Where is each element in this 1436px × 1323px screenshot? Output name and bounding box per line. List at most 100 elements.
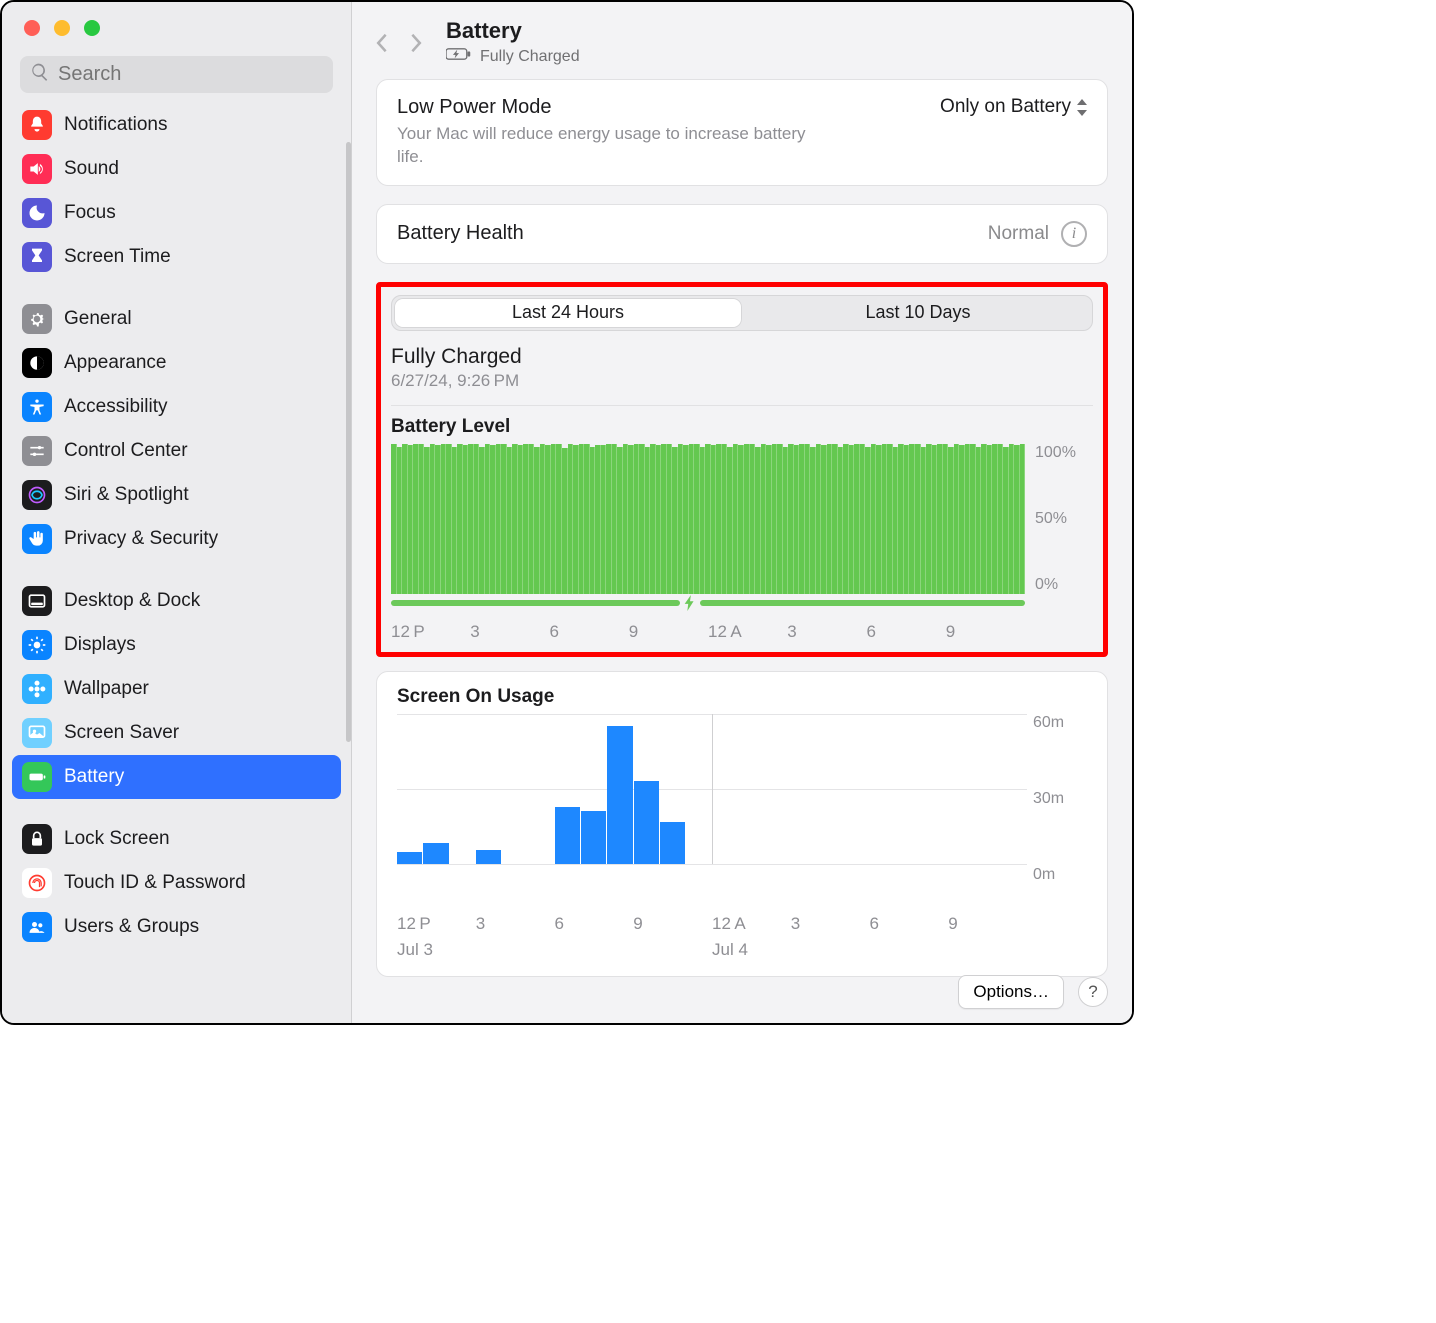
sliders-icon: [22, 436, 52, 466]
sidebar-item-label: Accessibility: [64, 396, 167, 418]
sidebar-item-label: Sound: [64, 158, 119, 180]
sidebar-item-wallpaper[interactable]: Wallpaper: [12, 667, 341, 711]
low-power-mode-label: Low Power Mode: [397, 96, 811, 119]
sidebar-item-label: Privacy & Security: [64, 528, 218, 550]
sidebar-item-accessibility[interactable]: Accessibility: [12, 385, 341, 429]
x-tick: 12 P: [391, 622, 470, 642]
lock-icon: [22, 824, 52, 854]
help-button[interactable]: ?: [1078, 977, 1108, 1007]
sidebar-item-displays[interactable]: Displays: [12, 623, 341, 667]
sidebar-item-screen-saver[interactable]: Screen Saver: [12, 711, 341, 755]
search-field[interactable]: [20, 56, 333, 93]
x-tick: 3: [470, 622, 549, 642]
users-icon: [22, 912, 52, 942]
gear-icon: [22, 304, 52, 334]
options-button[interactable]: Options…: [958, 975, 1064, 1009]
usage-bar: [423, 843, 448, 864]
access-icon: [22, 392, 52, 422]
screen-on-usage-card: Screen On Usage 60m30m0m 12 P36912 A369 …: [376, 671, 1108, 977]
sidebar-item-control-center[interactable]: Control Center: [12, 429, 341, 473]
battery-health-card: Battery Health Normal i: [376, 204, 1108, 264]
minimize-window-button[interactable]: [54, 20, 70, 36]
chevron-updown-icon: [1077, 99, 1087, 116]
y-tick: 100%: [1035, 444, 1076, 462]
close-window-button[interactable]: [24, 20, 40, 36]
sidebar-item-label: Notifications: [64, 114, 168, 136]
low-power-mode-select[interactable]: Only on Battery: [940, 96, 1087, 118]
x-tick: 9: [633, 914, 712, 934]
sidebar-item-label: Appearance: [64, 352, 166, 374]
main-panel: Battery Fully Charged Low Power Mode You…: [352, 2, 1132, 1023]
sun-icon: [22, 630, 52, 660]
nav-forward-button[interactable]: [404, 28, 428, 58]
sidebar-item-privacy-security[interactable]: Privacy & Security: [12, 517, 341, 561]
zoom-window-button[interactable]: [84, 20, 100, 36]
usage-bar: [397, 852, 422, 864]
moon-icon: [22, 198, 52, 228]
sidebar-item-touch-id-password[interactable]: Touch ID & Password: [12, 861, 341, 905]
sidebar-item-label: Lock Screen: [64, 828, 170, 850]
sidebar-list: Notifications Sound Focus Screen Time Genera…: [2, 103, 351, 1023]
y-tick: 60m: [1033, 714, 1087, 732]
screen-on-usage-chart: 60m30m0m: [397, 714, 1087, 904]
x-tick: 6: [870, 914, 949, 934]
sidebar-item-label: Desktop & Dock: [64, 590, 200, 612]
sidebar-item-label: Displays: [64, 634, 136, 656]
battery-health-label: Battery Health: [397, 222, 524, 245]
segment-last-10d[interactable]: Last 10 Days: [744, 296, 1092, 330]
flower-icon: [22, 674, 52, 704]
y-tick: 0%: [1035, 576, 1058, 594]
time-range-segmented[interactable]: Last 24 Hours Last 10 Days: [391, 295, 1093, 331]
usage-bar: [555, 807, 580, 864]
battery-icon: [22, 762, 52, 792]
usage-bar: [634, 781, 659, 864]
usage-date-a: Jul 3: [397, 940, 712, 960]
sidebar-item-general[interactable]: General: [12, 297, 341, 341]
sidebar-item-sound[interactable]: Sound: [12, 147, 341, 191]
sidebar-item-notifications[interactable]: Notifications: [12, 103, 341, 147]
sidebar-item-label: General: [64, 308, 132, 330]
segment-last-24h[interactable]: Last 24 Hours: [394, 298, 742, 328]
battery-level-title: Battery Level: [391, 416, 1093, 438]
sidebar-item-label: Control Center: [64, 440, 188, 462]
screensaver-icon: [22, 718, 52, 748]
low-power-mode-card: Low Power Mode Your Mac will reduce ener…: [376, 79, 1108, 186]
last-charge-label: Fully Charged: [391, 345, 1093, 369]
sidebar-item-label: Touch ID & Password: [64, 872, 246, 894]
search-icon: [30, 62, 50, 87]
x-tick: 9: [948, 914, 1027, 934]
sidebar-item-label: Focus: [64, 202, 116, 224]
bell-icon: [22, 110, 52, 140]
sidebar-item-label: Screen Time: [64, 246, 171, 268]
y-tick: 30m: [1033, 790, 1087, 808]
sidebar-scrollbar[interactable]: [346, 142, 351, 742]
sidebar-item-siri-spotlight[interactable]: Siri & Spotlight: [12, 473, 341, 517]
nav-back-button[interactable]: [370, 28, 394, 58]
bolt-icon: [680, 595, 700, 611]
charging-timeline: [391, 598, 1025, 608]
sidebar-item-screen-time[interactable]: Screen Time: [12, 235, 341, 279]
page-title: Battery: [446, 18, 580, 44]
usage-bar: [476, 850, 501, 864]
battery-health-status: Normal: [988, 223, 1049, 245]
sidebar-item-focus[interactable]: Focus: [12, 191, 341, 235]
sidebar-item-battery[interactable]: Battery: [12, 755, 341, 799]
window-controls: [2, 14, 351, 48]
battery-status-icon: [446, 46, 472, 67]
header: Battery Fully Charged: [352, 2, 1132, 79]
x-tick: 6: [867, 622, 946, 642]
sidebar-item-label: Siri & Spotlight: [64, 484, 189, 506]
info-icon[interactable]: i: [1061, 221, 1087, 247]
siri-icon: [22, 480, 52, 510]
sidebar-item-lock-screen[interactable]: Lock Screen: [12, 817, 341, 861]
sidebar-item-users-groups[interactable]: Users & Groups: [12, 905, 341, 949]
sidebar-item-appearance[interactable]: Appearance: [12, 341, 341, 385]
sidebar-item-desktop-dock[interactable]: Desktop & Dock: [12, 579, 341, 623]
battery-level-chart: 12 P36912 A369 100%50%0%: [391, 444, 1093, 642]
low-power-mode-value: Only on Battery: [940, 96, 1071, 118]
battery-bar: [1020, 444, 1026, 594]
last-charge-time: 6/27/24, 9:26 PM: [391, 371, 1093, 391]
usage-date-b: Jul 4: [712, 940, 1027, 960]
low-power-mode-desc: Your Mac will reduce energy usage to inc…: [397, 123, 811, 169]
search-input[interactable]: [58, 63, 323, 86]
